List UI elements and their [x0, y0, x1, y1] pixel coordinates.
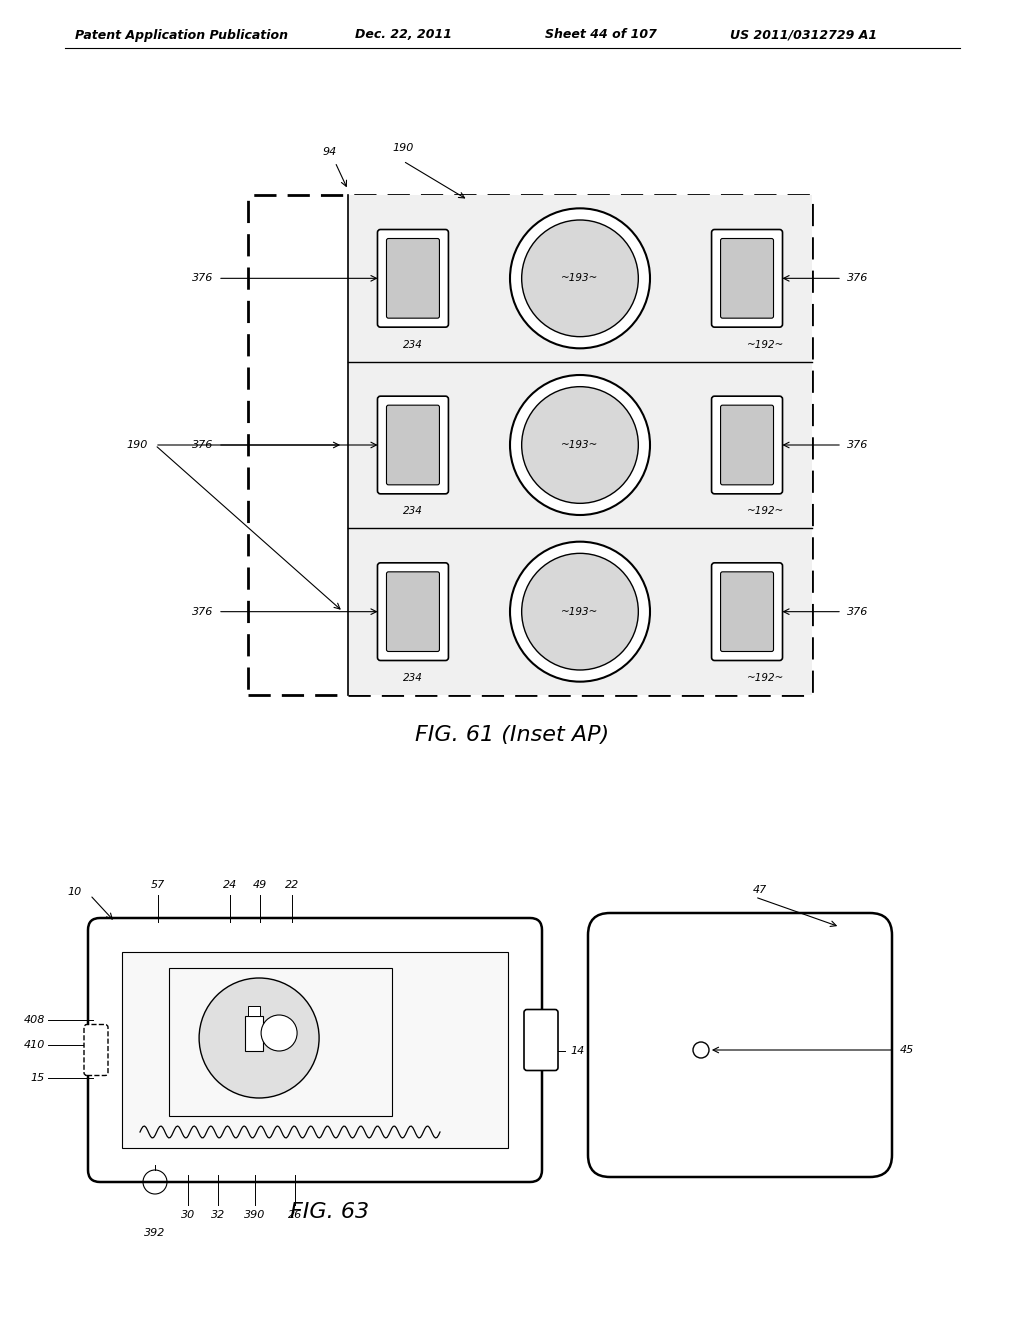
Text: 30: 30: [181, 1210, 196, 1220]
Circle shape: [510, 541, 650, 681]
FancyBboxPatch shape: [712, 230, 782, 327]
Text: 376: 376: [191, 440, 213, 450]
Text: 376: 376: [847, 607, 868, 616]
Text: 190: 190: [127, 440, 148, 450]
Text: 410: 410: [24, 1040, 45, 1049]
Text: 376: 376: [191, 607, 213, 616]
Text: 234: 234: [403, 507, 423, 516]
FancyBboxPatch shape: [712, 562, 782, 660]
Text: ~192~: ~192~: [748, 339, 784, 350]
Text: 49: 49: [253, 880, 267, 890]
Bar: [248, 1006, 260, 1015]
Text: ~192~: ~192~: [748, 673, 784, 682]
Text: 392: 392: [144, 1228, 166, 1238]
FancyBboxPatch shape: [386, 239, 439, 318]
Circle shape: [199, 978, 319, 1098]
Text: 234: 234: [403, 339, 423, 350]
FancyBboxPatch shape: [721, 239, 773, 318]
Bar: [348, 195, 812, 362]
Text: ~193~: ~193~: [561, 440, 599, 450]
FancyBboxPatch shape: [378, 230, 449, 327]
Bar: [248, 195, 812, 696]
Bar: [245, 1015, 263, 1051]
Text: 376: 376: [847, 273, 868, 284]
Circle shape: [510, 375, 650, 515]
FancyBboxPatch shape: [378, 396, 449, 494]
Text: FIG. 63: FIG. 63: [291, 1203, 370, 1222]
Text: 22: 22: [285, 880, 299, 890]
Bar: [348, 528, 812, 696]
FancyBboxPatch shape: [524, 1010, 558, 1071]
FancyBboxPatch shape: [721, 405, 773, 484]
Text: 376: 376: [191, 273, 213, 284]
Text: 45: 45: [900, 1045, 914, 1055]
FancyBboxPatch shape: [378, 562, 449, 660]
Text: ~193~: ~193~: [561, 607, 599, 616]
FancyBboxPatch shape: [712, 396, 782, 494]
Text: 57: 57: [151, 880, 165, 890]
Text: US 2011/0312729 A1: US 2011/0312729 A1: [730, 29, 878, 41]
Text: 234: 234: [403, 673, 423, 682]
Bar: [122, 952, 508, 1148]
Text: 94: 94: [323, 147, 337, 157]
Text: 32: 32: [211, 1210, 225, 1220]
Circle shape: [521, 553, 638, 671]
FancyBboxPatch shape: [721, 572, 773, 652]
Text: Patent Application Publication: Patent Application Publication: [75, 29, 288, 41]
Text: 14: 14: [570, 1045, 585, 1056]
Text: 390: 390: [245, 1210, 265, 1220]
FancyBboxPatch shape: [84, 1024, 108, 1076]
Text: 190: 190: [392, 143, 414, 153]
Text: 408: 408: [24, 1015, 45, 1026]
Bar: [169, 968, 392, 1117]
Text: Dec. 22, 2011: Dec. 22, 2011: [355, 29, 452, 41]
Bar: [348, 362, 812, 528]
Text: FIG. 61 (Inset AP): FIG. 61 (Inset AP): [415, 725, 609, 744]
Text: 47: 47: [753, 884, 767, 895]
Circle shape: [521, 387, 638, 503]
Text: 24: 24: [223, 880, 238, 890]
Circle shape: [521, 220, 638, 337]
FancyBboxPatch shape: [88, 917, 542, 1181]
Circle shape: [261, 1015, 297, 1051]
Text: 10: 10: [68, 887, 82, 898]
Text: 26: 26: [288, 1210, 302, 1220]
Text: Sheet 44 of 107: Sheet 44 of 107: [545, 29, 656, 41]
Text: ~192~: ~192~: [748, 507, 784, 516]
FancyBboxPatch shape: [386, 572, 439, 652]
Text: ~193~: ~193~: [561, 273, 599, 284]
Circle shape: [510, 209, 650, 348]
FancyBboxPatch shape: [588, 913, 892, 1177]
FancyBboxPatch shape: [386, 405, 439, 484]
Text: 15: 15: [31, 1073, 45, 1082]
Text: 376: 376: [847, 440, 868, 450]
